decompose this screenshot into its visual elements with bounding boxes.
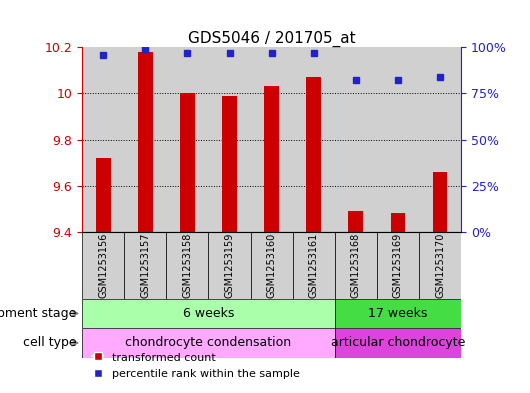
Bar [335, 328, 461, 358]
Bar [432, 172, 447, 232]
Text: GSM1253161: GSM1253161 [309, 233, 319, 298]
Text: GSM1253159: GSM1253159 [225, 233, 234, 298]
Bar [391, 213, 405, 232]
Bar [335, 47, 377, 232]
Bar [348, 211, 363, 232]
Text: GSM1253160: GSM1253160 [267, 233, 277, 298]
Text: GSM1253169: GSM1253169 [393, 233, 403, 298]
Bar [166, 232, 208, 299]
Bar [82, 47, 124, 232]
Bar [82, 328, 335, 358]
Text: GSM1253157: GSM1253157 [140, 233, 151, 298]
Bar [335, 232, 377, 299]
Title: GDS5046 / 201705_at: GDS5046 / 201705_at [188, 31, 356, 47]
Text: development stage: development stage [0, 307, 77, 320]
Text: GSM1253170: GSM1253170 [435, 233, 445, 298]
Bar [293, 47, 335, 232]
Bar [335, 299, 461, 328]
Bar [96, 158, 111, 232]
Bar [138, 52, 153, 232]
Text: 17 weeks: 17 weeks [368, 307, 428, 320]
Bar [264, 86, 279, 232]
Bar [377, 47, 419, 232]
Bar [208, 47, 251, 232]
Bar [419, 47, 461, 232]
Text: GSM1253158: GSM1253158 [182, 233, 192, 298]
Bar [251, 47, 293, 232]
Bar [377, 232, 419, 299]
Bar [419, 232, 461, 299]
Text: chondrocyte condensation: chondrocyte condensation [126, 336, 292, 349]
Legend: transformed count, percentile rank within the sample: transformed count, percentile rank withi… [87, 347, 304, 384]
Text: GSM1253168: GSM1253168 [351, 233, 361, 298]
Text: articular chondrocyte: articular chondrocyte [331, 336, 465, 349]
Bar [293, 232, 335, 299]
Bar [82, 232, 124, 299]
Text: GSM1253156: GSM1253156 [98, 233, 108, 298]
Bar [166, 47, 208, 232]
Bar [251, 232, 293, 299]
Bar [306, 77, 321, 232]
Bar [82, 299, 335, 328]
Bar [180, 94, 195, 232]
Bar [222, 95, 237, 232]
Bar [208, 232, 251, 299]
Bar [124, 47, 166, 232]
Bar [124, 232, 166, 299]
Text: cell type: cell type [23, 336, 77, 349]
Text: 6 weeks: 6 weeks [183, 307, 234, 320]
